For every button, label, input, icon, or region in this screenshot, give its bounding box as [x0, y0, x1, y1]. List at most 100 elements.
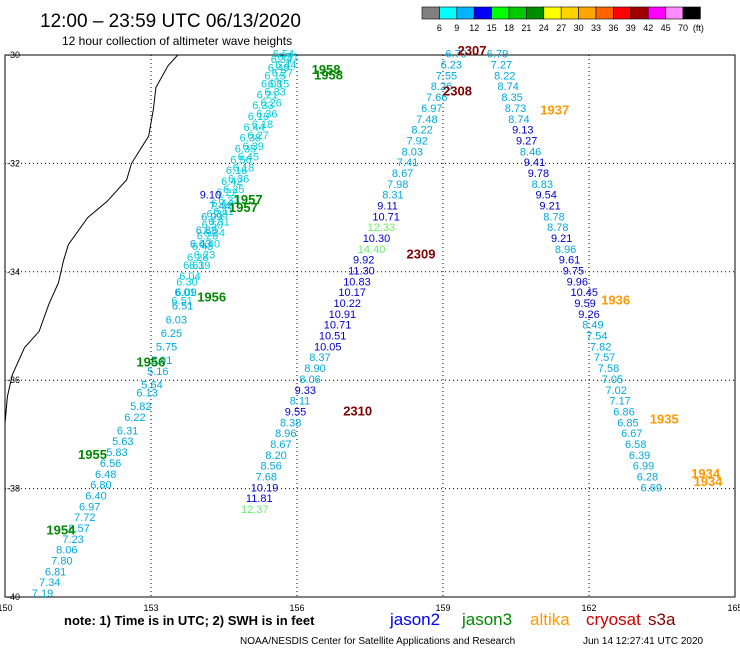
wave-height-value: 9.33 [295, 385, 316, 397]
wave-height-value: 8.96 [555, 244, 576, 256]
wave-height-value: 8.11 [290, 396, 311, 408]
pass-time: 2307 [458, 43, 487, 58]
wave-height-value: 10.05 [314, 341, 342, 353]
scale-label: 24 [539, 23, 549, 33]
wave-height-value: 6.43 [190, 238, 211, 250]
wave-height-value: 7.27 [491, 60, 512, 72]
wave-height-value: 9.21 [551, 233, 572, 245]
pass-time: 1936 [601, 292, 630, 307]
wave-height-value: 5.82 [130, 401, 151, 413]
wave-height-value: 8.38 [280, 417, 301, 429]
satellite-s3a: s3a [648, 610, 676, 629]
wave-height-value: 5.16 [147, 366, 168, 378]
wave-height-value: 10.83 [343, 276, 371, 288]
wave-height-value: 9.61 [559, 255, 580, 267]
wave-height-value: 6.15 [268, 79, 289, 91]
track-A: 6.546.346.496.156.086.216.336.196.446.38… [171, 49, 294, 308]
scale-swatch [595, 6, 614, 20]
satellite-cryosat: cryosat [586, 610, 641, 629]
wave-height-value: 9.92 [353, 255, 374, 267]
wave-height-value: 6.97 [421, 103, 442, 115]
wave-height-value: 5.64 [141, 379, 162, 391]
scale-label: 6 [437, 23, 442, 33]
lon-tick-label: 159 [435, 603, 450, 613]
wave-height-value: 6.39 [243, 141, 264, 153]
scale-swatch [508, 6, 527, 20]
wave-height-value: 6.58 [625, 439, 646, 451]
wave-height-value: 8.56 [261, 461, 282, 473]
wave-height-value: 6.27 [272, 68, 293, 80]
wave-height-value: 6.31 [208, 217, 229, 229]
lon-tick-label: 165 [727, 603, 740, 613]
wave-height-value: 6.99 [201, 211, 222, 223]
wave-height-value: 8.83 [532, 179, 553, 191]
wave-height-value: 6.40 [85, 490, 106, 502]
wave-height-value: 6.22 [124, 412, 145, 424]
pass-time: 1956 [197, 290, 226, 305]
wave-height-value: 9.27 [516, 135, 537, 147]
wave-height-value: 6.27 [247, 130, 268, 142]
scale-swatch [665, 6, 684, 20]
wave-height-value: 6.18 [233, 163, 254, 175]
wave-height-value: 7.02 [606, 385, 627, 397]
wave-height-value: 6.19 [248, 111, 269, 123]
wave-height-value: 8.96 [275, 428, 296, 440]
scale-swatch [473, 6, 492, 20]
wave-height-value: 9.10 [200, 190, 221, 202]
wave-height-value: 6.33 [218, 195, 239, 207]
wave-height-value: 8.57 [68, 523, 89, 535]
wave-height-value: 6.26 [197, 230, 218, 242]
wave-height-value: 8.22 [494, 70, 515, 82]
wave-height-value: 6.35 [235, 144, 256, 156]
wave-height-value: 8.06 [299, 374, 320, 386]
scale-label: 21 [521, 23, 531, 33]
lon-tick-label: 153 [143, 603, 158, 613]
scale-swatch [526, 6, 545, 20]
wave-height-value: 6.50 [202, 219, 223, 231]
wave-height-value: 8.37 [309, 352, 330, 364]
wave-height-value: 6.34 [204, 228, 225, 240]
wave-height-value: 7.48 [416, 114, 437, 126]
scale-label: 30 [574, 23, 584, 33]
wave-height-value: 6.86 [613, 406, 634, 418]
track-C: 9.107.446.996.886.436.096.516.036.255.75… [32, 190, 231, 600]
wave-height-value: 9.26 [578, 309, 599, 321]
wave-height-value: 7.57 [594, 352, 615, 364]
wave-height-value: 9.21 [539, 201, 560, 213]
wave-height-value: 6.61 [183, 260, 204, 272]
lat-tick-label: -32 [7, 158, 20, 168]
wave-height-value: 9.78 [528, 168, 549, 180]
wave-height-value: 6.85 [617, 417, 638, 429]
wave-height-value: 8.90 [304, 363, 325, 375]
map-subtitle: 12 hour collection of altimeter wave hei… [62, 34, 292, 48]
wave-height-value: 9.59 [574, 298, 595, 310]
pass-time: 1957 [234, 192, 263, 207]
scale-label: 70 [678, 23, 688, 33]
axis-tick-labels: 150 153 156 159 162 165 -30 -32 -34 -36 -38 -40 [0, 50, 740, 613]
wave-height-value: 6.56 [230, 154, 251, 166]
lon-tick-label: 162 [581, 603, 596, 613]
wave-height-value: 8.67 [392, 168, 413, 180]
wave-height-value: 10.30 [363, 233, 391, 245]
wave-height-value: 6.23 [194, 249, 215, 261]
wave-height-value: 6.80 [90, 480, 111, 492]
wave-height-value: 8.67 [270, 439, 291, 451]
wave-height-value: 7.98 [387, 179, 408, 191]
map-frame [4, 54, 736, 598]
wave-height-value: 10.71 [324, 320, 352, 332]
wave-height-value: 6.44 [211, 198, 232, 210]
lat-tick-label: -38 [7, 484, 20, 494]
scale-label: 15 [487, 23, 497, 33]
wave-height-value: 6.51 [172, 301, 193, 313]
wave-height-value: 6.33 [252, 100, 273, 112]
wave-height-value: 6.48 [95, 469, 116, 481]
wave-height-value: 6.44 [244, 122, 265, 134]
wave-height-value: 6.28 [637, 472, 658, 484]
wave-height-value: 6.13 [136, 388, 157, 400]
wave-height-value: 6.39 [629, 450, 650, 462]
wave-height-value: 6.51 [171, 295, 192, 307]
wave-height-value: 6.40 [199, 238, 220, 250]
lat-lon-grid [4, 54, 736, 598]
wave-height-value: 7.92 [407, 135, 428, 147]
